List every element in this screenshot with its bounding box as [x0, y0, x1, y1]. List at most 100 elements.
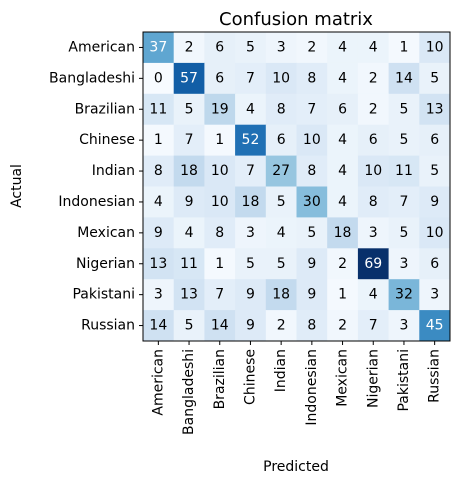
cell-value-label: 10	[211, 194, 229, 210]
heatmap-cell	[388, 155, 420, 187]
cell-value-label: 4	[338, 132, 347, 148]
cell-value-label: 4	[338, 163, 347, 179]
heatmap-cell	[235, 93, 267, 126]
heatmap-cell	[265, 62, 297, 95]
cell-value-label: 4	[369, 287, 378, 303]
cell-value-label: 3	[399, 318, 408, 334]
cell-value-label: 2	[307, 39, 316, 55]
cell-value-label: 9	[246, 318, 255, 334]
cell-value-label: 9	[246, 287, 255, 303]
heatmap-cell	[419, 32, 451, 64]
heatmap-cell	[296, 32, 328, 64]
cell-value-label: 9	[307, 256, 316, 272]
heatmap-cell-labels: 37 2 6 5 3 2 4 4 1 100 57 6 7 10 8 4 2 14 511 5 19 4 8 7 6 2 5 131 7…	[149, 39, 443, 333]
x-axis-label: Predicted	[263, 459, 329, 475]
heatmap-cell	[265, 93, 297, 126]
x-tick-label: Mexican	[335, 349, 351, 407]
heatmap-cell	[327, 124, 359, 157]
heatmap-cell	[173, 186, 205, 218]
cell-value-label: 4	[246, 101, 255, 117]
cell-value-label: 7	[369, 318, 378, 334]
heatmap-cell	[265, 217, 297, 249]
heatmap-cell	[388, 93, 420, 126]
x-tick-label: Indian	[273, 349, 289, 392]
heatmap-cell	[143, 217, 175, 249]
heatmap-cell	[388, 217, 420, 249]
heatmap-cell	[265, 248, 297, 280]
cell-value-label: 5	[185, 101, 194, 117]
heatmap-cell	[173, 93, 205, 126]
cell-value-label: 6	[430, 256, 439, 272]
heatmap-cell	[327, 279, 359, 311]
cell-value-label: 32	[395, 287, 413, 303]
heatmap-cell	[388, 62, 420, 95]
heatmap-cell	[204, 32, 236, 64]
x-tick-label: Chinese	[242, 349, 258, 405]
heatmap-cell	[173, 32, 205, 64]
plot-frame	[142, 31, 451, 342]
cell-value-label: 11	[180, 256, 198, 272]
cell-value-label: 19	[211, 101, 229, 117]
cell-value-label: 5	[185, 318, 194, 334]
heatmap-cell	[327, 310, 359, 342]
cell-value-label: 37	[149, 39, 167, 55]
heatmap-cell	[143, 124, 175, 157]
cell-value-label: 9	[185, 194, 194, 210]
y-tick-label: Nigerian	[76, 256, 135, 272]
heatmap-cell	[143, 279, 175, 311]
cell-value-label: 18	[180, 163, 198, 179]
cell-value-label: 8	[307, 163, 316, 179]
x-tick-label: Brazilian	[212, 349, 228, 409]
heatmap-cell	[265, 279, 297, 311]
cell-value-label: 7	[185, 132, 194, 148]
cell-value-label: 5	[399, 225, 408, 241]
heatmap-cell	[388, 124, 420, 157]
heatmap-cell	[204, 155, 236, 187]
cell-value-label: 3	[246, 225, 255, 241]
heatmap-cell	[419, 217, 451, 249]
heatmap-cell	[357, 248, 390, 280]
cell-value-label: 3	[399, 256, 408, 272]
heatmap-cell	[327, 248, 359, 280]
heatmap-cell	[357, 62, 390, 95]
heatmap-cell	[419, 62, 451, 95]
heatmap-cell	[143, 248, 175, 280]
cell-value-label: 4	[185, 225, 194, 241]
y-tick-label: Mexican	[77, 225, 135, 241]
cell-value-label: 10	[426, 39, 444, 55]
heatmap-cell	[204, 93, 236, 126]
heatmap-cell	[265, 32, 297, 64]
cell-value-label: 10	[303, 132, 321, 148]
heatmap-cell	[327, 32, 359, 64]
cell-value-label: 2	[338, 256, 347, 272]
cell-value-label: 6	[215, 70, 224, 86]
heatmap-cell	[296, 93, 328, 126]
cell-value-label: 8	[369, 194, 378, 210]
cell-value-label: 8	[215, 225, 224, 241]
cell-value-label: 13	[149, 256, 167, 272]
cell-value-label: 5	[246, 39, 255, 55]
heatmap-cell	[143, 186, 175, 218]
cell-value-label: 3	[277, 39, 286, 55]
cell-value-label: 13	[180, 287, 198, 303]
cell-value-label: 5	[430, 70, 439, 86]
cell-value-label: 6	[338, 101, 347, 117]
cell-value-label: 10	[272, 70, 290, 86]
heatmap-cell	[235, 248, 267, 280]
heatmap-cell	[357, 93, 390, 126]
heatmap-cell	[235, 186, 267, 218]
heatmap-cell	[173, 217, 205, 249]
cell-value-label: 5	[399, 132, 408, 148]
heatmap-cell	[235, 32, 267, 64]
x-tick-label: Bangladeshi	[181, 349, 197, 435]
heatmap-cell	[143, 32, 175, 64]
cell-value-label: 69	[364, 256, 382, 272]
cell-value-label: 27	[272, 163, 290, 179]
x-tick-label: Russian	[427, 349, 443, 403]
heatmap-cell	[143, 62, 175, 95]
heatmap-cell	[296, 279, 328, 311]
heatmap-cell	[296, 186, 328, 218]
heatmap-cell	[419, 93, 451, 126]
heatmap-cell	[235, 155, 267, 187]
